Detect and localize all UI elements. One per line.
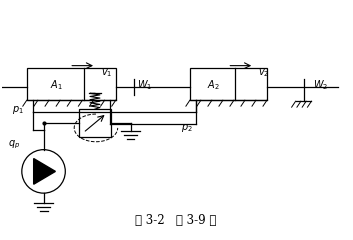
Text: 图 3-2   例 3-9 图: 图 3-2 例 3-9 图 [135, 214, 217, 227]
Text: $v_2$: $v_2$ [258, 68, 269, 79]
Text: $A_1$: $A_1$ [50, 78, 63, 92]
Bar [79, 109, 111, 137]
Text: $p_1$: $p_1$ [12, 104, 24, 116]
Bar [27, 68, 116, 100]
Text: $p_2$: $p_2$ [181, 122, 193, 134]
Text: $A_2$: $A_2$ [207, 78, 220, 92]
Text: $W_1$: $W_1$ [137, 78, 153, 92]
Text: $W_2$: $W_2$ [313, 78, 329, 92]
Bar [190, 68, 267, 100]
Text: $v_1$: $v_1$ [101, 68, 112, 79]
Polygon shape [34, 159, 55, 184]
Text: $q_p$: $q_p$ [8, 138, 20, 151]
